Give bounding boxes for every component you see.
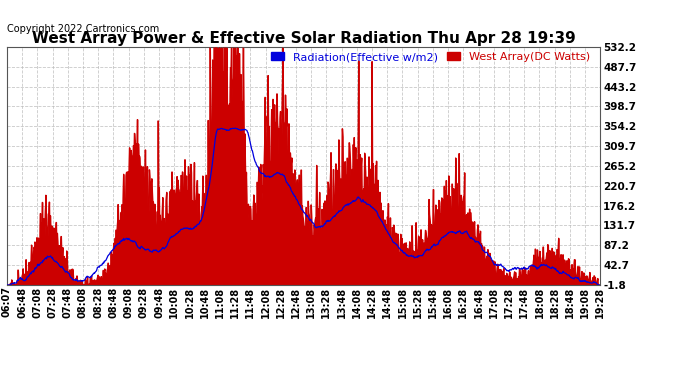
Legend: Radiation(Effective w/m2), West Array(DC Watts): Radiation(Effective w/m2), West Array(DC… <box>266 48 595 66</box>
Title: West Array Power & Effective Solar Radiation Thu Apr 28 19:39: West Array Power & Effective Solar Radia… <box>32 31 575 46</box>
Text: Copyright 2022 Cartronics.com: Copyright 2022 Cartronics.com <box>7 24 159 34</box>
